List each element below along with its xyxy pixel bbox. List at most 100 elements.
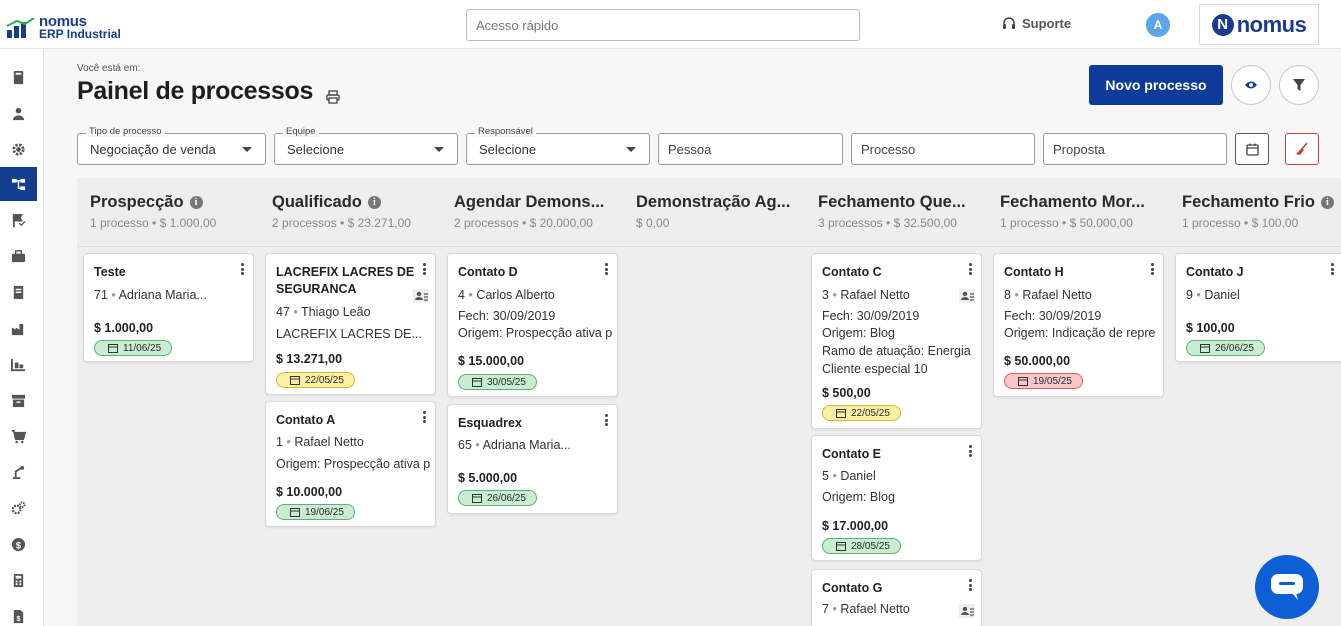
process-card[interactable]: Contato G 7 • Rafael Netto (811, 569, 982, 626)
card-amount: $ 13.271,00 (276, 352, 343, 366)
card-sector: Ramo de atuação: Energia (822, 344, 971, 358)
support-link[interactable]: Suporte (1002, 16, 1071, 31)
sidebar-item-compras[interactable] (0, 419, 36, 453)
sidebar-item-configuracoes[interactable] (0, 132, 36, 166)
factory-icon (11, 323, 23, 335)
more-menu-icon[interactable] (605, 263, 609, 275)
chat-button[interactable] (1255, 555, 1319, 619)
sidebar-item-engenharia[interactable] (0, 455, 36, 489)
sidebar-item-estoque[interactable] (0, 347, 36, 381)
card-title: Contato H (1004, 265, 1064, 279)
broom-icon (1296, 142, 1308, 155)
card-title: Contato C (822, 265, 882, 279)
info-icon[interactable]: i (189, 196, 203, 209)
process-card[interactable]: Contato E 5 • Daniel Origem: Blog $ 17.0… (811, 435, 982, 561)
process-card[interactable]: Contato J 9 • Daniel $ 100,00 26/06/25 (1175, 253, 1341, 362)
info-icon[interactable]: i (367, 196, 381, 209)
more-menu-icon[interactable] (1151, 263, 1155, 275)
clear-filters-button[interactable] (1285, 133, 1319, 165)
contact-list-icon[interactable] (959, 604, 975, 618)
nomus-erp-logo[interactable]: nomus ERP Industrial (7, 12, 127, 42)
date-badge: 28/05/25 (822, 538, 901, 554)
more-menu-icon[interactable] (969, 445, 973, 457)
more-menu-icon[interactable] (605, 414, 609, 426)
sidebar-item-financeiro[interactable]: $ (0, 527, 36, 561)
logo-text-erp: ERP Industrial (39, 27, 121, 41)
dollar-icon: $ (11, 537, 25, 551)
sidebar-item-fiscal[interactable]: $ (0, 599, 36, 626)
new-process-button[interactable]: Novo processo (1089, 65, 1223, 105)
more-menu-icon[interactable] (423, 263, 427, 275)
card-person: Rafael Netto (294, 435, 364, 449)
process-card[interactable]: Contato A 1 • Rafael Netto Origem: Prosp… (265, 401, 436, 527)
column-title: Prospecção (90, 193, 184, 211)
more-menu-icon[interactable] (241, 263, 245, 275)
view-options-button[interactable] (1231, 65, 1271, 105)
date-badge: 19/05/25 (1004, 373, 1083, 389)
more-menu-icon[interactable] (969, 263, 973, 275)
sidebar-item-cadastros[interactable] (0, 60, 36, 94)
date-badge: 26/06/25 (1186, 340, 1265, 356)
team-select[interactable]: Equipe Selecione (274, 126, 458, 165)
card-origin: Origem: Indicação de repre (1004, 326, 1156, 340)
sidebar-item-pessoas[interactable] (0, 96, 36, 130)
filter-button[interactable] (1279, 65, 1319, 105)
date-badge: 19/06/25 (276, 504, 355, 520)
more-menu-icon[interactable] (969, 579, 973, 591)
card-title: Contato E (822, 447, 882, 461)
card-owner: 1 • Rafael Netto (276, 435, 364, 449)
more-menu-icon[interactable] (1331, 263, 1335, 275)
user-avatar[interactable]: A (1146, 13, 1170, 37)
process-filter-input[interactable] (851, 133, 1035, 165)
top-bar: nomus ERP Industrial Suporte A N nomus (0, 0, 1341, 49)
briefcase-icon (11, 249, 25, 262)
card-number: 7 (822, 602, 829, 616)
card-person: Carlos Alberto (476, 288, 555, 302)
contact-list-icon[interactable] (413, 289, 429, 303)
proposal-filter-input[interactable] (1043, 133, 1227, 165)
sidebar-item-producao[interactable] (0, 311, 36, 345)
responsible-select[interactable]: Responsável Selecione (466, 126, 650, 165)
sidebar-item-documentos[interactable] (0, 275, 36, 309)
process-card[interactable]: Contato H 8 • Rafael Netto Fech: 30/09/2… (993, 253, 1164, 397)
notebook-icon (13, 285, 23, 299)
card-origin: Origem: Blog (822, 490, 895, 504)
calendar-icon (1018, 377, 1028, 386)
card-origin: Origem: Blog (822, 326, 895, 340)
card-person: Rafael Netto (840, 602, 910, 616)
card-title: LACREFIX LACRES DE SEGURANCA (276, 264, 414, 298)
date-badge: 30/05/25 (458, 374, 537, 390)
card-owner: 65 • Adriana Maria... (458, 438, 571, 452)
info-icon[interactable]: i (1320, 196, 1334, 209)
chevron-down-icon (626, 147, 636, 152)
more-menu-icon[interactable] (423, 411, 427, 423)
process-card[interactable]: Teste 71 • Adriana Maria... $ 1.000,00 1… (83, 253, 254, 362)
process-type-select[interactable]: Tipo de processo Negociação de venda (77, 126, 266, 165)
date-filter-button[interactable] (1235, 133, 1269, 165)
quick-access-search-input[interactable] (466, 9, 860, 41)
card-number: 47 (276, 305, 290, 319)
sidebar-item-manutencao[interactable] (0, 491, 36, 525)
sidebar-item-arquivo[interactable] (0, 383, 36, 417)
card-owner: 3 • Rafael Netto (822, 288, 910, 302)
process-card[interactable]: Esquadrex 65 • Adriana Maria... $ 5.000,… (447, 404, 618, 514)
card-amount: $ 50.000,00 (1004, 354, 1071, 368)
process-card[interactable]: LACREFIX LACRES DE SEGURANCA 47 • Thiago … (265, 253, 436, 395)
book-icon (13, 70, 23, 84)
print-icon[interactable] (326, 90, 340, 104)
process-card[interactable]: Contato D 4 • Carlos Alberto Fech: 30/09… (447, 253, 618, 397)
sidebar-item-contabilidade[interactable] (0, 563, 36, 597)
person-filter-input[interactable] (658, 133, 843, 165)
sidebar-item-servicos[interactable] (0, 239, 36, 273)
date-text: 11/06/25 (123, 342, 162, 354)
gears-icon (11, 500, 26, 514)
column-title: Demonstração Ag... (636, 193, 791, 211)
team-label: Equipe (283, 126, 319, 137)
card-close-date: Fech: 30/09/2019 (458, 309, 556, 323)
process-card[interactable]: Contato C 3 • Rafael Netto Fech: 30/09/2… (811, 253, 982, 429)
sidebar-item-processos[interactable] (0, 167, 37, 201)
sidebar-item-metas[interactable] (0, 203, 36, 237)
card-number: 5 (822, 469, 829, 483)
card-title: Teste (94, 265, 126, 279)
contact-list-icon[interactable] (959, 289, 975, 303)
